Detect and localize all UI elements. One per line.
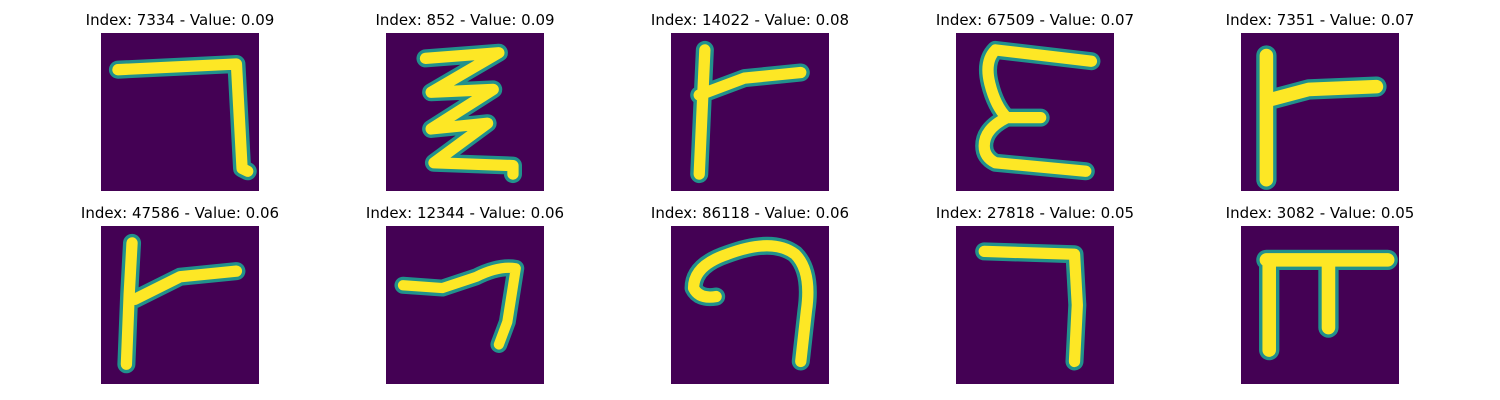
panel-10: Index: 3082 - Value: 0.05 (1190, 204, 1450, 384)
seven-stroke-icon (956, 226, 1114, 384)
panel-5: Index: 7351 - Value: 0.07 (1190, 11, 1450, 191)
panel-title: Index: 7334 - Value: 0.09 (85, 11, 275, 29)
panel-8: Index: 86118 - Value: 0.06 (620, 204, 880, 384)
panel-9: Index: 27818 - Value: 0.05 (905, 204, 1165, 384)
panel-title: Index: 86118 - Value: 0.06 (650, 204, 850, 222)
gamma-stroke-icon (1241, 33, 1399, 191)
panel-title: Index: 27818 - Value: 0.05 (935, 204, 1135, 222)
panel-3: Index: 14022 - Value: 0.08 (620, 11, 880, 191)
pi-stroke-icon (1241, 226, 1399, 384)
gamma-stroke-icon (671, 33, 829, 191)
panel-1: Index: 7334 - Value: 0.09 (50, 11, 310, 191)
panel-title: Index: 3082 - Value: 0.05 (1225, 204, 1415, 222)
panel-7: Index: 12344 - Value: 0.06 (335, 204, 595, 384)
hook-stroke-icon (671, 226, 829, 384)
panel-4: Index: 67509 - Value: 0.07 (905, 11, 1165, 191)
epsilon-stroke-icon (956, 33, 1114, 191)
panel-title: Index: 852 - Value: 0.09 (375, 11, 555, 29)
panel-title: Index: 47586 - Value: 0.06 (80, 204, 280, 222)
panel-title: Index: 7351 - Value: 0.07 (1225, 11, 1415, 29)
seven-stroke-icon (386, 226, 544, 384)
zigzag-stroke-icon (386, 33, 544, 191)
seven-stroke-icon (101, 33, 259, 191)
panel-title: Index: 12344 - Value: 0.06 (365, 204, 565, 222)
panel-title: Index: 14022 - Value: 0.08 (650, 11, 850, 29)
gamma-stroke-icon (101, 226, 259, 384)
panel-title: Index: 67509 - Value: 0.07 (935, 11, 1135, 29)
panel-2: Index: 852 - Value: 0.09 (335, 11, 595, 191)
panel-6: Index: 47586 - Value: 0.06 (50, 204, 310, 384)
